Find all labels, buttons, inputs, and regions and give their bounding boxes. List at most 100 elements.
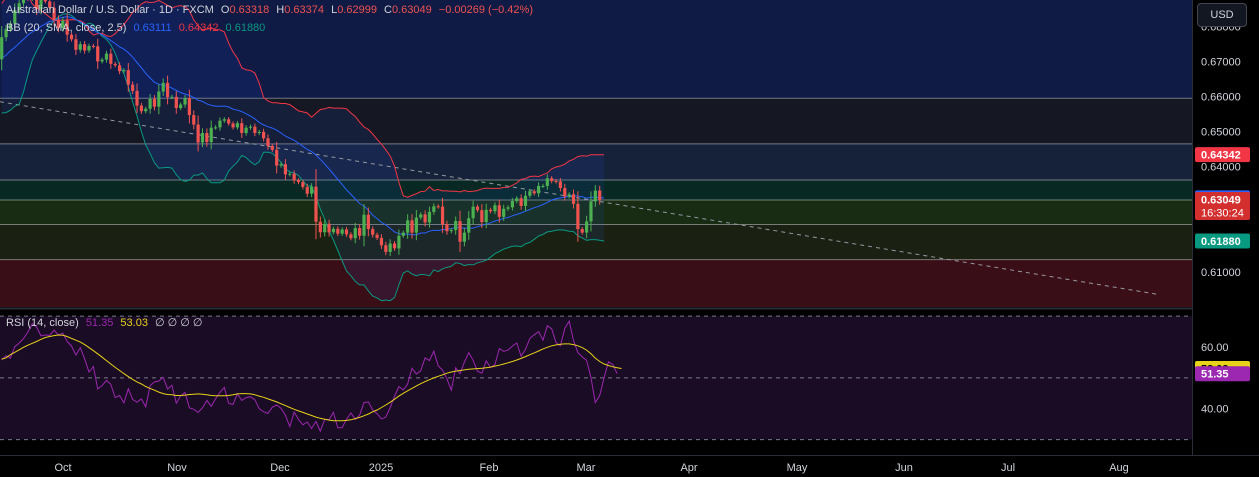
symbol-legend: Australian Dollar / U.S. Dollar · 1D · F… bbox=[6, 4, 537, 16]
time-axis-background bbox=[0, 455, 1259, 477]
candle-body bbox=[61, 20, 65, 29]
candle-body bbox=[131, 84, 135, 91]
price-tick-label: 0.66000 bbox=[1201, 91, 1241, 103]
price-tag-2-countdown: 16:30:24 bbox=[1201, 208, 1244, 220]
candle-body bbox=[100, 59, 104, 62]
candle-body bbox=[205, 132, 209, 143]
candle-body bbox=[401, 232, 405, 236]
candle-body bbox=[257, 131, 261, 133]
candle-body bbox=[327, 223, 331, 233]
candle-body bbox=[558, 181, 563, 189]
candle-body bbox=[506, 207, 510, 209]
candle-body bbox=[462, 232, 466, 242]
currency-button[interactable]: USD bbox=[1197, 3, 1247, 27]
candle-body bbox=[179, 104, 183, 109]
candle-body bbox=[331, 228, 336, 233]
candle-body bbox=[196, 124, 200, 143]
candle-body bbox=[384, 245, 388, 252]
candle-body bbox=[35, 0, 39, 10]
candle-body bbox=[567, 194, 571, 197]
price-tag-2: 0.63049 bbox=[1201, 195, 1241, 207]
candle-body bbox=[467, 218, 471, 233]
candle-body bbox=[52, 7, 56, 20]
price-tick-label: 0.64000 bbox=[1201, 162, 1241, 174]
low-value: L0.62999 bbox=[331, 4, 377, 16]
candle-body bbox=[336, 228, 340, 234]
candle-body bbox=[96, 46, 100, 62]
candle-body bbox=[244, 127, 248, 133]
price-zone-4 bbox=[0, 199, 1192, 225]
candle-body bbox=[392, 243, 397, 249]
candle-body bbox=[192, 115, 196, 125]
bollinger-band-fill bbox=[1, 0, 605, 301]
candle-body bbox=[296, 180, 301, 183]
candle-body bbox=[589, 201, 593, 222]
candle-body bbox=[126, 70, 130, 85]
price-tag-3: 0.61880 bbox=[1201, 236, 1241, 248]
price-tick-label: 0.67000 bbox=[1201, 56, 1241, 68]
candle-body bbox=[253, 126, 257, 133]
candle-body bbox=[135, 90, 139, 106]
time-tick-label: Mar bbox=[577, 462, 596, 474]
candle-body bbox=[445, 224, 449, 232]
candle-body bbox=[515, 198, 519, 202]
candle-body bbox=[240, 123, 244, 133]
rsi-tag-1: 51.35 bbox=[1201, 369, 1229, 381]
candle-body bbox=[292, 173, 296, 181]
candle-body bbox=[122, 70, 126, 72]
candle-body bbox=[262, 131, 266, 139]
candle-body bbox=[174, 96, 178, 109]
candle-body bbox=[475, 206, 480, 211]
candle-body bbox=[275, 149, 279, 166]
high-label: H bbox=[276, 4, 285, 16]
price-zone-5 bbox=[0, 224, 1192, 260]
candle-body bbox=[371, 229, 375, 235]
candle-body bbox=[432, 206, 436, 212]
candle-body bbox=[165, 82, 170, 98]
time-tick-label: May bbox=[787, 462, 808, 474]
bollinger-basis-value: 0.63111 bbox=[133, 22, 172, 34]
price-tag-2-bg bbox=[1195, 192, 1250, 221]
candle-body bbox=[349, 234, 353, 239]
candle-body bbox=[375, 234, 379, 238]
candle-body bbox=[157, 91, 161, 107]
rsi-label: RSI (14, close) bbox=[6, 317, 79, 329]
candle-body bbox=[305, 187, 309, 194]
candle-body bbox=[87, 45, 91, 51]
candle-body bbox=[301, 182, 305, 188]
candle-body bbox=[362, 214, 366, 236]
candle-body bbox=[227, 119, 231, 124]
candle-body bbox=[528, 191, 532, 196]
candle-body bbox=[318, 221, 322, 233]
candle-body bbox=[532, 191, 536, 194]
candle-body bbox=[144, 108, 148, 112]
candle-body bbox=[222, 119, 226, 121]
rsi-tag-1-bg bbox=[1195, 366, 1250, 382]
candle-body bbox=[366, 214, 370, 230]
candles-group bbox=[0, 0, 602, 257]
time-tick-label: Nov bbox=[167, 462, 187, 474]
candle-body bbox=[69, 34, 74, 40]
candle-body bbox=[340, 229, 344, 234]
rsi-tick-label: 40.00 bbox=[1201, 404, 1229, 416]
candle-body bbox=[593, 190, 597, 202]
candle-body bbox=[288, 173, 292, 175]
candle-body bbox=[266, 138, 270, 146]
candle-body bbox=[454, 221, 458, 231]
candle-body bbox=[344, 229, 349, 235]
rsi-extra-values: ∅ ∅ ∅ ∅ bbox=[155, 317, 203, 329]
time-tick-label: Feb bbox=[480, 462, 499, 474]
bollinger-upper-value: 0.64342 bbox=[178, 22, 219, 34]
rsi-ma-line bbox=[1, 334, 622, 422]
symbol-title: Australian Dollar / U.S. Dollar · 1D · F… bbox=[6, 4, 214, 16]
candle-body bbox=[8, 23, 13, 30]
candle-body bbox=[493, 205, 497, 212]
candle-body bbox=[545, 178, 549, 186]
candle-body bbox=[91, 45, 95, 47]
candle-body bbox=[550, 178, 554, 182]
rsi-ma-value: 53.03 bbox=[120, 317, 148, 329]
candle-body bbox=[576, 203, 580, 230]
candle-body bbox=[83, 44, 87, 51]
close-value: C0.63049 bbox=[384, 4, 432, 16]
